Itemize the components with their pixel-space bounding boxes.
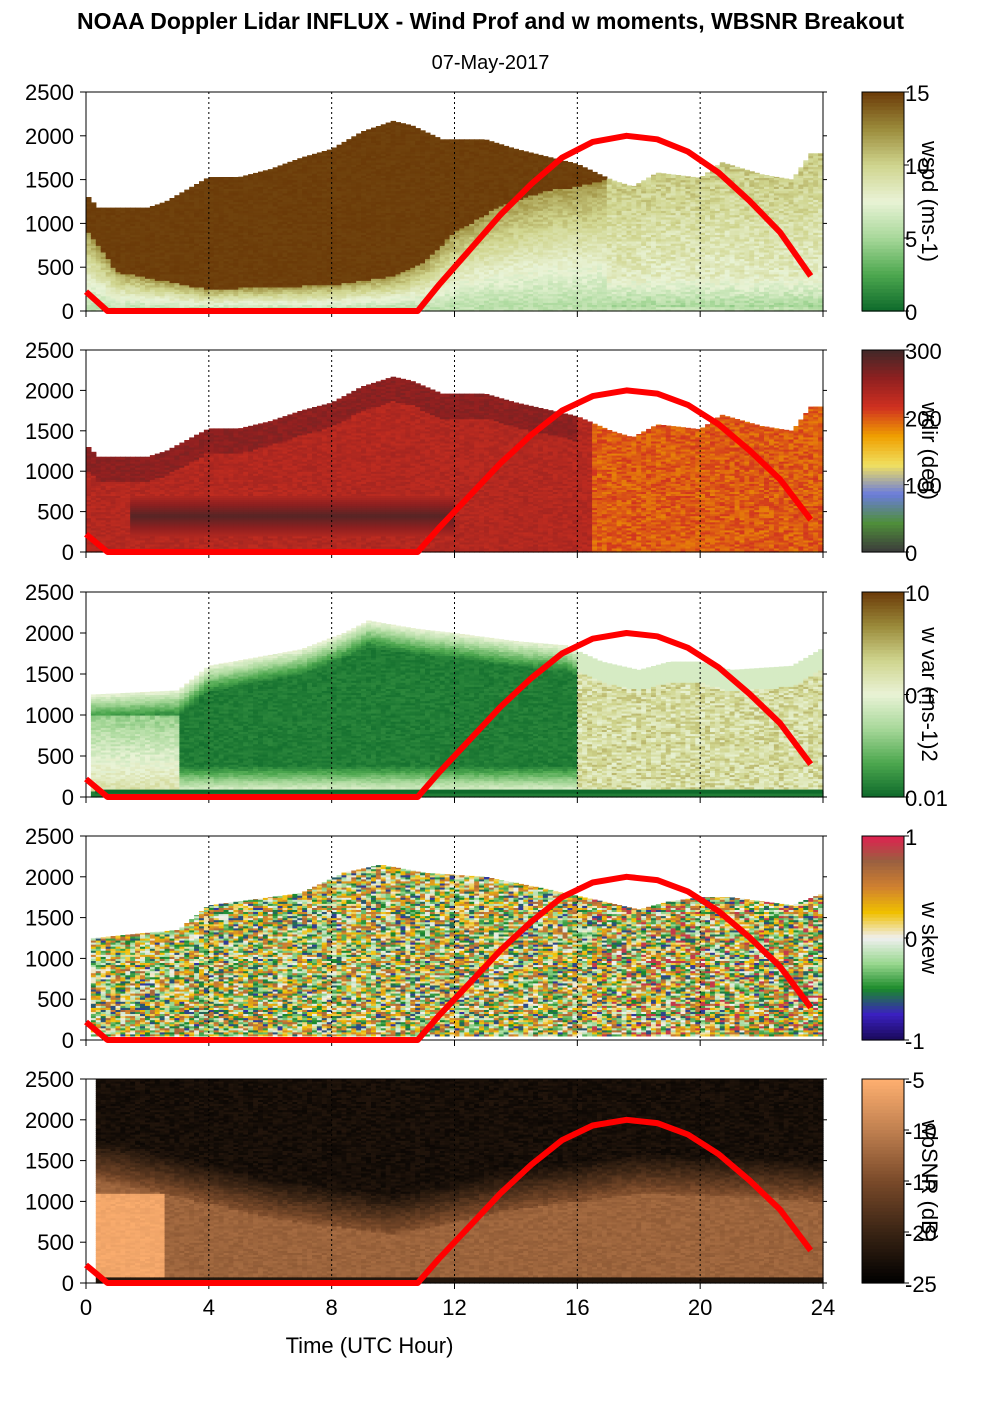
- colorbar-label: wspd (ms-1): [917, 140, 942, 262]
- x-tick-label: 20: [688, 1295, 712, 1320]
- y-tick-label: 0: [62, 785, 74, 810]
- y-tick-label: 500: [37, 987, 74, 1012]
- x-axis-label: Time (UTC Hour): [286, 1333, 454, 1358]
- colorbar-tick-label: 1: [905, 825, 917, 850]
- wvar-cells: [91, 621, 824, 798]
- y-tick-label: 2500: [25, 824, 74, 849]
- y-tick-label: 2000: [25, 621, 74, 646]
- colorbar-tick-label: -1: [905, 1029, 925, 1054]
- y-tick-label: 2500: [25, 80, 74, 105]
- colorbar-label: wdir (deg): [917, 401, 942, 500]
- y-tick-label: 1500: [25, 906, 74, 931]
- y-tick-label: 1500: [25, 1149, 74, 1174]
- colorbar-tick-label: 10: [905, 581, 929, 606]
- y-tick-label: 1000: [25, 703, 74, 728]
- y-tick-label: 1500: [25, 168, 74, 193]
- y-tick-label: 2000: [25, 865, 74, 890]
- colorbar-tick-label: 300: [905, 339, 942, 364]
- y-tick-label: 500: [37, 1230, 74, 1255]
- y-tick-label: 2500: [25, 580, 74, 605]
- colorbar-tick-label: 0: [905, 927, 917, 952]
- x-tick-label: 4: [203, 1295, 215, 1320]
- y-tick-label: 1500: [25, 419, 74, 444]
- y-tick-label: 0: [62, 299, 74, 324]
- y-tick-label: 0: [62, 1028, 74, 1053]
- y-tick-label: 500: [37, 255, 74, 280]
- snr-cells: [96, 1079, 824, 1284]
- y-tick-label: 2500: [25, 1067, 74, 1092]
- y-tick-label: 500: [37, 500, 74, 525]
- y-tick-label: 0: [62, 1271, 74, 1296]
- colorbar-w-var: 100.10.01w var (ms-1)2: [862, 581, 948, 811]
- y-tick-label: 1000: [25, 1189, 74, 1214]
- x-tick-label: 16: [565, 1295, 589, 1320]
- y-tick-label: 1000: [25, 211, 74, 236]
- colorbar-tick-label: 0: [905, 300, 917, 325]
- x-tick-label: 0: [80, 1295, 92, 1320]
- y-tick-label: 1000: [25, 459, 74, 484]
- y-tick-label: 1000: [25, 946, 74, 971]
- y-tick-label: 2000: [25, 1108, 74, 1133]
- colorbar-tick-label: 5: [905, 227, 917, 252]
- x-tick-label: 8: [326, 1295, 338, 1320]
- y-tick-label: 1500: [25, 662, 74, 687]
- colorbar-label: w skew: [917, 901, 942, 974]
- colorbar-label: w var (ms-1)2: [917, 626, 942, 761]
- y-tick-label: 2000: [25, 124, 74, 149]
- colorbar-tick-label: -25: [905, 1272, 937, 1297]
- x-tick-label: 12: [442, 1295, 466, 1320]
- x-tick-label: 24: [811, 1295, 835, 1320]
- y-tick-label: 0: [62, 540, 74, 565]
- y-tick-label: 2500: [25, 338, 74, 363]
- colorbar-label: wbSNR (dB): [917, 1119, 942, 1242]
- y-tick-label: 500: [37, 744, 74, 769]
- colorbar-tick-label: 15: [905, 81, 929, 106]
- colorbar-w-skew: 1 0 -1 w skew: [862, 825, 942, 1054]
- colorbar-tick-label: -5: [905, 1068, 925, 1093]
- wskew-cells: [91, 865, 824, 1037]
- colorbar-tick-label: 0: [905, 541, 917, 566]
- y-tick-label: 2000: [25, 378, 74, 403]
- colorbar-tick-label: 0.01: [905, 786, 948, 811]
- wvar-surface-band: [95, 790, 823, 794]
